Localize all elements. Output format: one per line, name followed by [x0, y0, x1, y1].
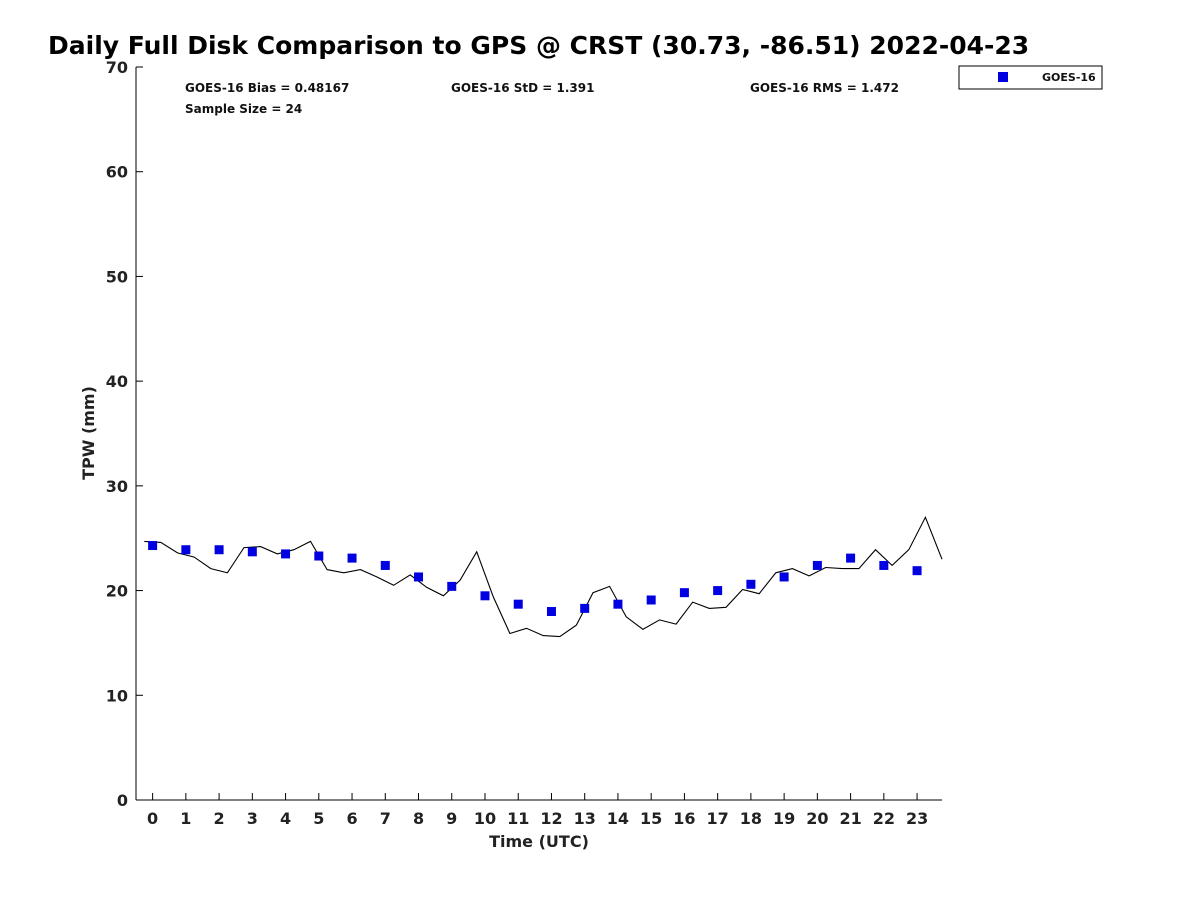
goes16-marker [513, 599, 523, 609]
goes16-marker [314, 551, 324, 561]
stats-annotations: GOES-16 Bias = 0.48167 GOES-16 StD = 1.3… [185, 81, 899, 116]
x-tick-label: 23 [906, 809, 928, 828]
x-tick-label: 3 [247, 809, 258, 828]
x-tick-label: 6 [346, 809, 357, 828]
x-tick-label: 18 [740, 809, 762, 828]
goes16-marker [546, 607, 556, 617]
gps-line-series [144, 515, 943, 638]
goes16-marker [281, 549, 291, 559]
y-tick-label: 60 [106, 163, 128, 182]
x-tick-label: 14 [607, 809, 629, 828]
y-tick-label: 30 [106, 477, 128, 496]
x-tick-label: 8 [413, 809, 424, 828]
stat-sample-size: Sample Size = 24 [185, 102, 302, 116]
goes16-marker [247, 547, 257, 557]
y-tick-label: 70 [106, 58, 128, 77]
x-tick-label: 21 [839, 809, 861, 828]
x-tick-label: 2 [214, 809, 225, 828]
gps-tpw-line [144, 515, 943, 638]
goes16-marker [613, 599, 623, 609]
x-tick-label: 20 [806, 809, 828, 828]
goes16-marker [713, 586, 723, 596]
x-axis-ticks: 0 1 2 3 4 5 6 7 8 9 10 11 12 13 14 15 16 17 18 19 20 21 22 23 [147, 793, 928, 828]
legend: GOES-16 [958, 65, 1103, 90]
goes16-marker [480, 591, 490, 601]
x-tick-label: 7 [380, 809, 391, 828]
y-axis-label: TPW (mm) [79, 386, 98, 480]
goes16-marker [181, 545, 191, 555]
goes16-marker [912, 566, 922, 576]
y-tick-label: 20 [106, 582, 128, 601]
x-tick-label: 12 [540, 809, 562, 828]
x-tick-label: 1 [180, 809, 191, 828]
goes16-marker [347, 553, 357, 563]
y-axis-ticks: 0 10 20 30 40 50 60 70 [106, 58, 143, 810]
legend-label: GOES-16 [1042, 71, 1096, 84]
y-tick-label: 50 [106, 267, 128, 286]
goes16-marker [214, 545, 224, 555]
x-tick-label: 0 [147, 809, 158, 828]
x-tick-label: 5 [313, 809, 324, 828]
x-tick-label: 13 [574, 809, 596, 828]
goes16-marker [580, 603, 590, 613]
legend-marker [998, 72, 1008, 82]
goes16-marker [447, 581, 457, 591]
x-tick-label: 15 [640, 809, 662, 828]
stat-rms: GOES-16 RMS = 1.472 [750, 81, 899, 95]
y-tick-label: 10 [106, 686, 128, 705]
goes16-marker-series [148, 541, 922, 617]
x-tick-label: 16 [673, 809, 695, 828]
goes16-marker [679, 588, 689, 598]
goes16-marker [812, 560, 822, 570]
plot-area [135, 67, 942, 801]
goes16-marker [380, 560, 390, 570]
x-tick-label: 10 [474, 809, 496, 828]
stat-bias: GOES-16 Bias = 0.48167 [185, 81, 349, 95]
x-tick-label: 9 [446, 809, 457, 828]
goes16-marker [148, 541, 158, 551]
goes16-marker [846, 553, 856, 563]
goes16-marker [746, 579, 756, 589]
goes16-marker [779, 572, 789, 582]
x-axis-label: Time (UTC) [489, 832, 589, 851]
chart-title: Daily Full Disk Comparison to GPS @ CRST… [48, 31, 1029, 60]
stat-std: GOES-16 StD = 1.391 [451, 81, 594, 95]
y-tick-label: 0 [117, 791, 128, 810]
y-tick-label: 40 [106, 372, 128, 391]
legend-box [958, 65, 1103, 90]
goes16-marker [879, 560, 889, 570]
goes16-marker [646, 595, 656, 605]
x-tick-label: 17 [707, 809, 729, 828]
x-tick-label: 22 [873, 809, 895, 828]
x-tick-label: 4 [280, 809, 291, 828]
x-tick-label: 19 [773, 809, 795, 828]
x-tick-label: 11 [507, 809, 529, 828]
goes16-marker [414, 572, 424, 582]
